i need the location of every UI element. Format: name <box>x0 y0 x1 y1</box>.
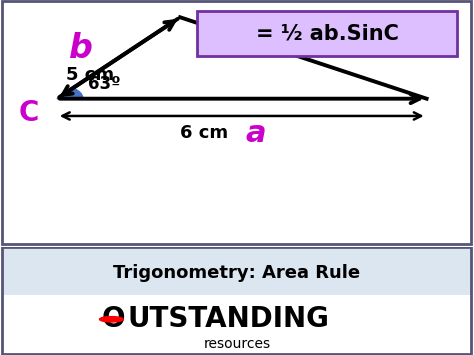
Text: O: O <box>102 305 126 333</box>
Bar <box>2 249 471 295</box>
Text: c: c <box>322 29 342 62</box>
Circle shape <box>100 317 123 322</box>
Text: b: b <box>69 32 92 65</box>
Text: C: C <box>18 99 38 127</box>
Text: 63º: 63º <box>88 75 120 93</box>
Text: 5 cm: 5 cm <box>66 66 114 84</box>
Text: = ½ ab.SinC: = ½ ab.SinC <box>255 23 399 43</box>
Text: a: a <box>246 119 266 148</box>
Bar <box>2 295 471 355</box>
Text: 6 cm: 6 cm <box>180 124 228 142</box>
Text: UTSTANDING: UTSTANDING <box>128 305 330 333</box>
Wedge shape <box>57 88 83 99</box>
FancyBboxPatch shape <box>197 11 457 55</box>
Text: resources: resources <box>203 337 271 351</box>
Text: Trigonometry: Area Rule: Trigonometry: Area Rule <box>113 264 361 282</box>
